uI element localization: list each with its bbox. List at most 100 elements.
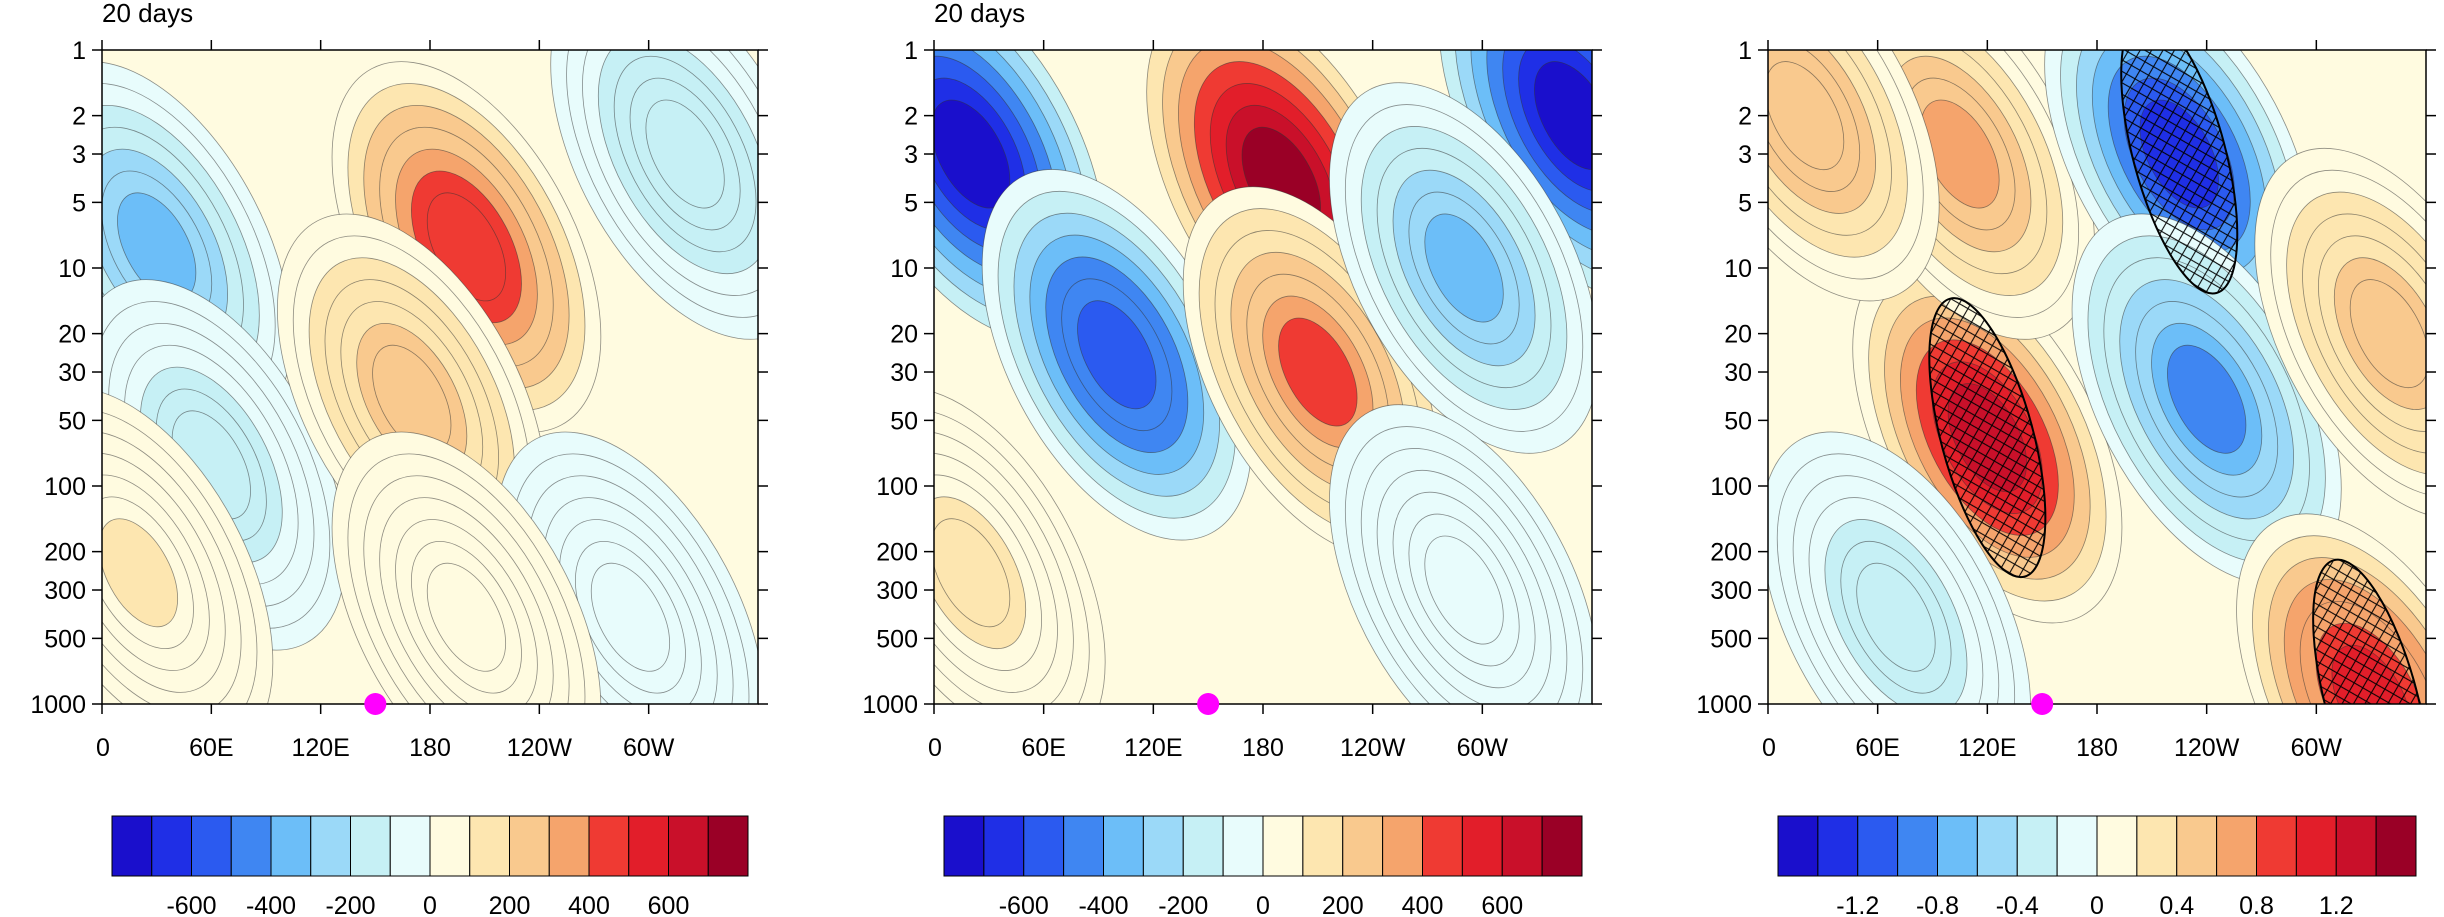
x-tick-label: 60W: [623, 734, 675, 762]
colorbar-tick-label: -0.8: [1916, 892, 1959, 917]
y-tick-label: 20: [58, 321, 86, 349]
colorbar-box: [2256, 815, 2297, 877]
colorbar-box: [310, 815, 351, 877]
y-tick-label: 1: [1738, 37, 1752, 65]
anomaly-4-level-6: [1534, 61, 1592, 171]
y-tick-label: 50: [1724, 407, 1752, 435]
panel-3: 1 2 3 5 10 20 30 50 100 200 300 500 1000 0 60E 120E 180 1…: [1696, 37, 2436, 917]
colorbar-box: [1182, 815, 1224, 877]
colorbar-box: [1976, 815, 2018, 877]
colorbar-tick-label: -600: [166, 892, 216, 917]
colorbar-box: [2176, 815, 2218, 877]
colorbar-box: [1342, 815, 1384, 877]
colorbar-box: [2056, 815, 2098, 877]
colorbar-box: [1897, 815, 1938, 877]
colorbar-box: [1142, 815, 1184, 877]
anomaly-7-level-6: [1424, 535, 1504, 645]
y-tick-label: 5: [1738, 189, 1752, 217]
panel-2: 20 days 1 2 3 5 10 20 30 50 100 200 300 500 1000 0 60E 1…: [862, 0, 1602, 917]
colorbar-box: [111, 815, 153, 877]
anomaly-5-level-6: [1424, 213, 1504, 323]
colorbar-box: [2016, 815, 2058, 877]
colorbar-box: [1777, 815, 1819, 877]
y-tick-label: 50: [890, 407, 918, 435]
colorbar-box: [429, 815, 471, 877]
colorbar-tick-label: -400: [1078, 892, 1128, 917]
colorbar-box: [1937, 815, 1978, 877]
y-tick-label: 300: [876, 577, 918, 605]
colorbar-box: [509, 815, 550, 877]
colorbar-box: [2335, 815, 2377, 877]
colorbar-box: [230, 815, 272, 877]
colorbar-tick-label: 0.4: [2159, 892, 2194, 917]
colorbar-box: [151, 815, 192, 877]
x-tick-label: 120W: [507, 734, 573, 762]
contour-field: [934, 50, 1592, 704]
y-tick-label: 500: [1710, 625, 1752, 653]
x-tick-label: 60E: [1021, 734, 1065, 762]
anomaly-3-level-6: [2167, 344, 2247, 454]
y-tick-label: 100: [1710, 473, 1752, 501]
colorbar-tick-label: -600: [999, 892, 1049, 917]
colorbar-box: [469, 815, 510, 877]
y-tick-label: 1000: [862, 691, 918, 719]
panel-title: 20 days: [102, 0, 193, 28]
x-tick-label: 180: [1242, 734, 1284, 762]
y-tick-label: 5: [72, 189, 86, 217]
x-tick-label: 120E: [1958, 734, 2016, 762]
colorbar-box: [1302, 815, 1344, 877]
colorbar-tick-label: -0.4: [1996, 892, 2039, 917]
y-tick-label: 1: [904, 37, 918, 65]
y-tick-label: 100: [44, 473, 86, 501]
colorbar-box: [1222, 815, 1264, 877]
colorbar-tick-label: 200: [1322, 892, 1364, 917]
x-tick-label: 180: [2076, 734, 2118, 762]
colorbar-tick-label: 200: [489, 892, 531, 917]
colorbar-box: [389, 815, 431, 877]
colorbar-box: [1023, 815, 1065, 877]
y-tick-label: 500: [44, 625, 86, 653]
y-tick-label: 500: [876, 625, 918, 653]
y-tick-label: 300: [1710, 577, 1752, 605]
y-tick-label: 10: [58, 255, 86, 283]
colorbar-tick-label: -400: [246, 892, 296, 917]
x-tick-label: 120E: [1124, 734, 1182, 762]
x-tick-label: 120W: [1340, 734, 1406, 762]
location-marker: [364, 693, 387, 715]
contour-field: [102, 50, 758, 704]
anomaly-4-level-6: [645, 99, 725, 209]
colorbar-box: [983, 815, 1025, 877]
colorbar-box: [1817, 815, 1859, 877]
y-tick-label: 200: [876, 539, 918, 567]
colorbar-box: [270, 815, 312, 877]
y-tick-label: 2: [904, 103, 918, 131]
y-tick-label: 10: [890, 255, 918, 283]
colorbar-tick-label: 0: [423, 892, 437, 917]
colorbar-box: [2375, 815, 2417, 877]
x-tick-label: 60E: [1855, 734, 1899, 762]
y-tick-label: 30: [58, 359, 86, 387]
colorbar-box: [1541, 815, 1583, 877]
panel-title: 20 days: [934, 0, 1025, 28]
colorbar-tick-label: 0: [1256, 892, 1270, 917]
x-tick-label: 0: [1762, 734, 1776, 762]
colorbar-box: [1422, 815, 1463, 877]
y-tick-label: 2: [1738, 103, 1752, 131]
colorbar-box: [1501, 815, 1543, 877]
x-tick-label: 60E: [189, 734, 233, 762]
colorbar-tick-label: -200: [325, 892, 375, 917]
anomaly-6-level-6: [102, 518, 179, 628]
y-tick-label: 20: [1724, 321, 1752, 349]
colorbar-box: [1857, 815, 1899, 877]
x-tick-label: 120W: [2174, 734, 2240, 762]
colorbar-tick-label: 1.2: [2319, 892, 2354, 917]
y-tick-label: 30: [1724, 359, 1752, 387]
anomaly-4-level-6: [1768, 61, 1845, 171]
colorbar-tick-label: -200: [1158, 892, 1208, 917]
colorbar-tick-label: 400: [568, 892, 610, 917]
colorbar-tick-label: 400: [1402, 892, 1444, 917]
y-tick-label: 200: [1710, 539, 1752, 567]
colorbar-tick-label: 0: [2090, 892, 2104, 917]
y-tick-label: 3: [904, 141, 918, 169]
y-tick-label: 3: [72, 141, 86, 169]
